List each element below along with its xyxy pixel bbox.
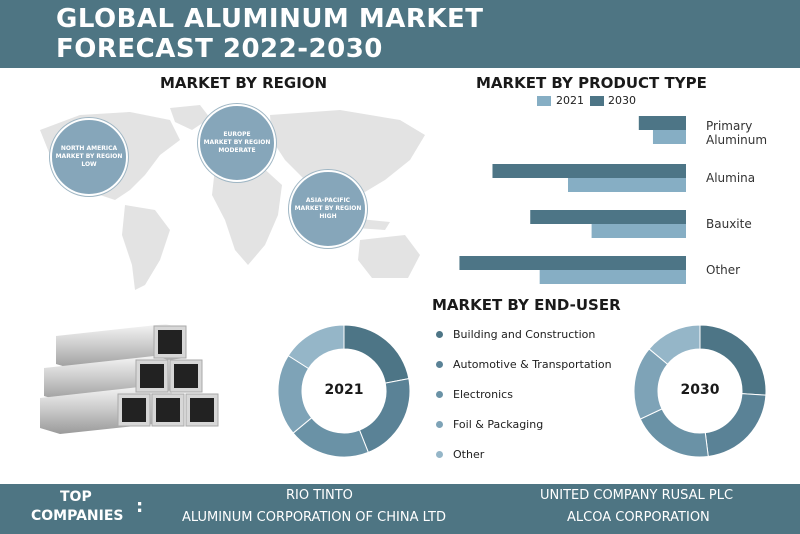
legend-item-foil-packaging: Foil & Packaging — [436, 417, 543, 431]
bubble-region-name: EUROPE — [223, 131, 251, 138]
category-label-bauxite: Bauxite — [706, 217, 752, 231]
legend-item-electronics: Electronics — [436, 387, 513, 401]
footer-colon: : — [136, 496, 144, 517]
bubble-level: HIGH — [319, 213, 337, 220]
category-label-primary-aluminum: Primary Aluminum — [706, 119, 767, 147]
product-type-section-title: MARKET BY PRODUCT TYPE — [476, 74, 707, 92]
bar-2030-alumina — [492, 164, 686, 178]
legend-swatch-2021 — [537, 96, 551, 106]
legend-label-2021: 2021 — [556, 94, 584, 107]
end-user-section-title: MARKET BY END-USER — [432, 296, 621, 314]
europe-bubble: EUROPE MARKET BY REGION MODERATE — [198, 104, 276, 182]
legend-label: Building and Construction — [453, 327, 596, 341]
category-label-other: Other — [706, 263, 741, 277]
category-label-line: Primary — [706, 119, 753, 133]
aluminum-tubes-illustration — [40, 324, 219, 434]
legend-label: Foil & Packaging — [453, 417, 544, 431]
bar-2021-primary-aluminum — [652, 130, 686, 144]
legend-item-other: Other — [436, 447, 484, 461]
company-chalco: ALUMINUM CORPORATION OF CHINA LTD — [182, 510, 446, 525]
legend-item-building: Building and Construction — [436, 327, 595, 341]
bar-2021-other — [539, 270, 686, 284]
bubble-region-name: ASIA-PACIFIC — [305, 197, 351, 204]
bar-2021-bauxite — [591, 224, 686, 238]
product-type-bar-chart — [459, 116, 686, 284]
legend-label: Automotive & Transportation — [453, 357, 612, 371]
bubble-caption: MARKET BY REGION — [203, 139, 271, 146]
donut-slice-other — [287, 324, 345, 370]
category-label-alumina: Alumina — [706, 171, 756, 185]
bar-2021-alumina — [568, 178, 686, 192]
bubble-level: MODERATE — [218, 147, 256, 154]
company-alcoa: ALCOA CORPORATION — [567, 510, 710, 525]
legend-dot — [436, 420, 443, 428]
footer-banner: TOP COMPANIES : RIO TINTO UNITED COMPANY… — [0, 484, 800, 534]
bubble-level: LOW — [81, 161, 97, 168]
legend-label: Electronics — [453, 387, 513, 401]
donut-slice-automotive-transportation — [704, 393, 767, 458]
header-banner: GLOBAL ALUMINUM MARKET FORECAST 2022-203… — [0, 0, 800, 68]
bubble-caption: MARKET BY REGION — [294, 205, 362, 212]
page-title-line-2: FORECAST 2022-2030 — [56, 34, 383, 64]
legend-item-automotive: Automotive & Transportation — [436, 357, 612, 371]
donut-chart-2030 — [633, 324, 767, 458]
asia-pacific-bubble: ASIA-PACIFIC MARKET BY REGION HIGH — [289, 170, 367, 248]
donut-slice-electronics — [639, 408, 709, 458]
legend-dot — [436, 330, 443, 338]
footer-label-line-1: TOP — [60, 489, 92, 505]
legend-swatch-2030 — [590, 96, 604, 106]
bubble-caption: MARKET BY REGION — [55, 153, 123, 160]
legend-dot — [436, 390, 443, 398]
legend-dot — [436, 450, 443, 458]
donut-slice-building-and-construction — [343, 324, 410, 384]
bubble-region-name: NORTH AMERICA — [60, 145, 118, 152]
donut-slice-other — [648, 324, 701, 365]
donut-2030-label: 2030 — [680, 382, 720, 398]
footer-label-line-2: COMPANIES — [31, 508, 124, 524]
company-rusal: UNITED COMPANY RUSAL PLC — [540, 488, 734, 503]
legend-label: Other — [453, 447, 485, 461]
bar-2030-other — [459, 256, 686, 270]
donut-2021-label: 2021 — [324, 382, 364, 398]
bar-2030-bauxite — [530, 210, 686, 224]
legend-dot — [436, 360, 443, 368]
legend-label-2030: 2030 — [608, 94, 636, 107]
north-america-bubble: NORTH AMERICA MARKET BY REGION LOW — [50, 118, 128, 196]
bar-2030-primary-aluminum — [638, 116, 686, 130]
category-label-line: Aluminum — [706, 133, 768, 147]
company-rio-tinto: RIO TINTO — [286, 488, 353, 503]
page-title-line-1: GLOBAL ALUMINUM MARKET — [56, 4, 484, 34]
region-section-title: MARKET BY REGION — [160, 74, 328, 92]
donut-chart-2021 — [277, 324, 411, 458]
